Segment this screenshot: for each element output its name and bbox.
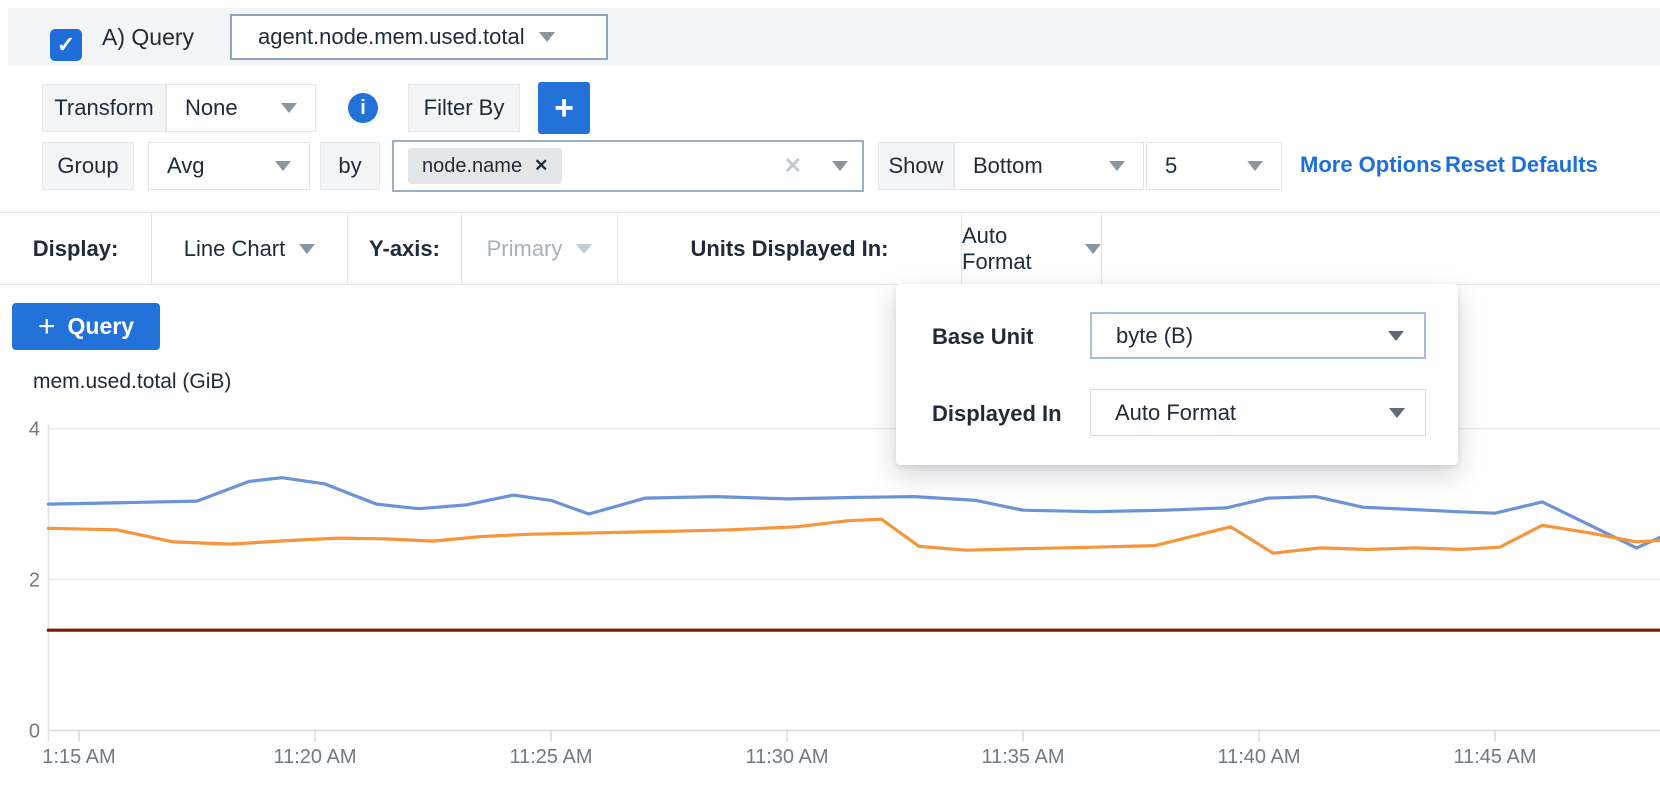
- more-options-link[interactable]: More Options: [1300, 152, 1442, 177]
- yaxis-value: Primary: [486, 235, 563, 261]
- add-query-button[interactable]: + Query: [12, 303, 160, 350]
- show-count-value: 5: [1165, 153, 1178, 178]
- checkmark-icon: ✓: [56, 32, 76, 57]
- chevron-down-icon: [1085, 243, 1101, 254]
- chevron-down-icon: [1389, 407, 1405, 418]
- units-select[interactable]: Auto Format: [962, 213, 1102, 284]
- aggregation-select-value: Avg: [167, 153, 205, 178]
- x-axis-tick-label: 11:20 AM: [273, 746, 356, 768]
- group-by-tag-label: node.name: [422, 154, 523, 177]
- chevron-down-icon: [1247, 161, 1263, 171]
- displayed-in-select[interactable]: Auto Format: [1090, 389, 1426, 436]
- chevron-down-icon: [538, 32, 555, 42]
- displayed-in-label: Displayed In: [932, 401, 1062, 426]
- plus-icon: +: [554, 88, 574, 127]
- chevron-down-icon: [576, 243, 593, 254]
- show-direction-select[interactable]: Bottom: [954, 142, 1144, 190]
- info-icon[interactable]: i: [348, 93, 378, 123]
- y-axis-tick-label: 0: [29, 721, 40, 743]
- show-direction-value: Bottom: [973, 153, 1043, 178]
- units-popup: Base Unit byte (B) Displayed In Auto For…: [896, 284, 1458, 465]
- yaxis-select[interactable]: Primary: [462, 213, 618, 284]
- chevron-down-icon: [1109, 161, 1125, 171]
- display-type-value: Line Chart: [183, 235, 286, 261]
- x-axis-tick-label: 11:40 AM: [1217, 746, 1300, 768]
- units-value: Auto Format: [962, 222, 1032, 274]
- chart-series-series-orange: [46, 517, 1660, 555]
- transform-select[interactable]: None: [166, 84, 316, 132]
- group-by-input[interactable]: node.name ✕ ✕: [392, 140, 864, 192]
- transform-label: Transform: [42, 84, 166, 132]
- x-axis-tick-label: 11:35 AM: [981, 746, 1064, 768]
- display-settings-row: Display: Line Chart Y-axis: Primary Unit…: [0, 212, 1660, 285]
- by-label: by: [320, 142, 380, 190]
- show-count-select[interactable]: 5: [1146, 142, 1282, 190]
- y-axis-tick-label: 2: [29, 570, 40, 592]
- query-label: A) Query: [102, 23, 195, 50]
- chevron-down-icon: [299, 243, 316, 254]
- display-type-select[interactable]: Line Chart: [152, 213, 348, 284]
- display-label: Display:: [0, 213, 152, 284]
- query-header-row: ✓ A) Query agent.node.mem.used.total: [8, 8, 1660, 66]
- x-axis-tick-label: 11:30 AM: [745, 746, 828, 768]
- query-enabled-checkbox[interactable]: ✓: [50, 29, 82, 61]
- clear-input-icon[interactable]: ✕: [783, 153, 802, 178]
- x-axis-tick-label: 1:15 AM: [42, 746, 115, 768]
- chevron-down-icon[interactable]: [832, 161, 848, 171]
- remove-tag-icon[interactable]: ✕: [534, 156, 549, 175]
- group-label: Group: [42, 142, 134, 190]
- chart-series-series-blue: [46, 476, 1660, 550]
- base-unit-select[interactable]: byte (B): [1090, 312, 1426, 359]
- units-label: Units Displayed In:: [618, 213, 962, 284]
- x-axis-tick-label: 11:45 AM: [1453, 746, 1536, 768]
- metric-select[interactable]: agent.node.mem.used.total: [230, 14, 608, 60]
- base-unit-label: Base Unit: [932, 324, 1034, 349]
- metric-select-value: agent.node.mem.used.total: [258, 24, 525, 49]
- show-label: Show: [878, 142, 954, 190]
- x-axis-tick-label: 11:25 AM: [509, 746, 592, 768]
- chevron-down-icon: [281, 103, 297, 113]
- displayed-in-value: Auto Format: [1115, 399, 1237, 425]
- reset-defaults-link[interactable]: Reset Defaults: [1445, 152, 1598, 177]
- plus-icon: +: [37, 309, 56, 343]
- add-query-button-label: Query: [67, 313, 134, 339]
- yaxis-label: Y-axis:: [348, 213, 462, 284]
- chart-title: mem.used.total (GiB): [33, 370, 232, 393]
- filter-by-label: Filter By: [408, 84, 520, 132]
- chevron-down-icon: [275, 161, 291, 171]
- base-unit-value: byte (B): [1116, 322, 1194, 348]
- y-axis-tick-label: 4: [29, 419, 40, 441]
- add-filter-button[interactable]: +: [538, 82, 590, 134]
- group-by-tag: node.name ✕: [408, 148, 563, 184]
- chevron-down-icon: [1388, 330, 1404, 341]
- transform-select-value: None: [185, 95, 238, 120]
- aggregation-select[interactable]: Avg: [148, 142, 310, 190]
- empty-cell: [1102, 213, 1660, 284]
